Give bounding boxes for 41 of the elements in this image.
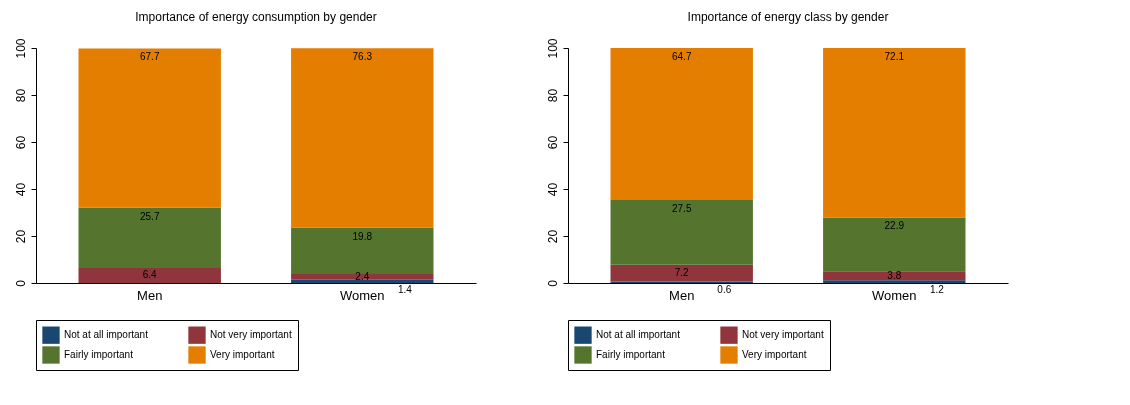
y-tick-label: 100	[545, 38, 560, 59]
legend-label: Fairly important	[64, 349, 134, 360]
legend-label: Not very important	[210, 329, 292, 341]
y-tick-label: 20	[13, 229, 28, 244]
data-label: 27.5	[671, 203, 692, 215]
chart-title: Importance of energy class by gender	[687, 9, 889, 24]
y-tick-label: 40	[13, 182, 28, 197]
legend-label: Not at all important	[596, 329, 681, 341]
y-tick-label: 80	[13, 88, 28, 103]
y-tick-label: 0	[545, 279, 560, 287]
data-label: 2.4	[355, 270, 370, 282]
y-tick-label: 100	[13, 38, 28, 59]
data-label: 25.7	[139, 210, 160, 222]
y-tick-label: 80	[545, 88, 560, 103]
y-tick-label: 60	[545, 135, 560, 150]
legend-label: Fairly important	[596, 349, 666, 360]
data-label: 1.4	[397, 284, 413, 295]
data-label: 22.9	[884, 220, 905, 232]
data-label: 7.2	[674, 267, 690, 279]
x-tick-label: Women	[340, 287, 385, 303]
data-label: 3.8	[887, 269, 902, 281]
y-tick-label: 60	[13, 135, 28, 150]
legend-label: Not very important	[742, 329, 824, 341]
legend-label: Very important	[210, 349, 275, 360]
data-label: 1.2	[929, 284, 945, 295]
y-tick-label: 40	[545, 182, 560, 197]
data-label: 76.3	[352, 51, 373, 63]
legend-label: Not at all important	[64, 329, 149, 341]
x-tick-label: Women	[872, 287, 917, 303]
y-tick-label: 0	[13, 279, 28, 287]
data-label: 72.1	[884, 51, 905, 62]
x-tick-label: Men	[137, 287, 163, 303]
data-label: 64.7	[671, 51, 692, 62]
data-label: 0.6	[717, 284, 732, 295]
data-label: 6.4	[142, 269, 158, 281]
data-label: 19.8	[352, 230, 373, 242]
chart-title: Importance of energy consumption by gender	[135, 9, 377, 24]
legend-label: Very important	[742, 349, 807, 360]
x-tick-label: Men	[669, 287, 695, 303]
y-tick-label: 20	[545, 229, 560, 244]
data-label: 67.7	[139, 51, 160, 63]
